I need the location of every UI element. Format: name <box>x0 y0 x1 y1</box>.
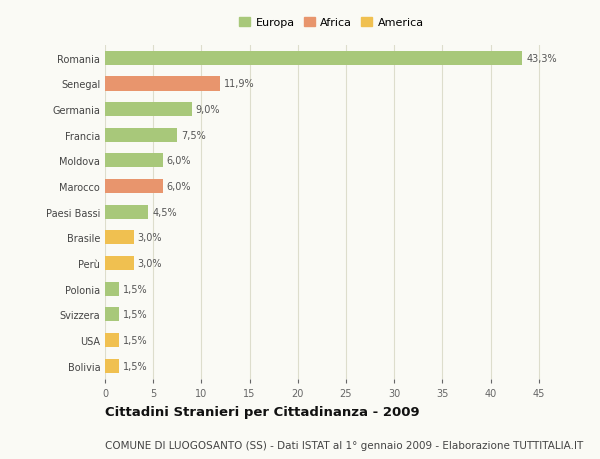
Bar <box>105 77 220 91</box>
Legend: Europa, Africa, America: Europa, Africa, America <box>235 13 428 33</box>
Bar <box>105 359 119 373</box>
Text: 6,0%: 6,0% <box>167 156 191 166</box>
Text: 1,5%: 1,5% <box>124 361 148 371</box>
Text: 6,0%: 6,0% <box>167 182 191 192</box>
Bar <box>105 103 192 117</box>
Bar <box>105 129 177 143</box>
Bar <box>105 282 119 296</box>
Text: Cittadini Stranieri per Cittadinanza - 2009: Cittadini Stranieri per Cittadinanza - 2… <box>105 405 419 418</box>
Text: 3,0%: 3,0% <box>138 258 162 269</box>
Text: 43,3%: 43,3% <box>526 54 557 64</box>
Text: COMUNE DI LUOGOSANTO (SS) - Dati ISTAT al 1° gennaio 2009 - Elaborazione TUTTITA: COMUNE DI LUOGOSANTO (SS) - Dati ISTAT a… <box>105 440 583 450</box>
Bar <box>105 179 163 194</box>
Text: 11,9%: 11,9% <box>224 79 254 90</box>
Bar <box>105 308 119 322</box>
Bar <box>105 333 119 347</box>
Text: 1,5%: 1,5% <box>124 284 148 294</box>
Text: 4,5%: 4,5% <box>152 207 177 217</box>
Text: 9,0%: 9,0% <box>196 105 220 115</box>
Bar <box>105 205 148 219</box>
Bar <box>105 231 134 245</box>
Bar <box>105 154 163 168</box>
Text: 1,5%: 1,5% <box>124 310 148 319</box>
Text: 1,5%: 1,5% <box>124 335 148 345</box>
Text: 7,5%: 7,5% <box>181 130 206 140</box>
Bar <box>105 257 134 270</box>
Text: 3,0%: 3,0% <box>138 233 162 243</box>
Bar <box>105 52 523 66</box>
